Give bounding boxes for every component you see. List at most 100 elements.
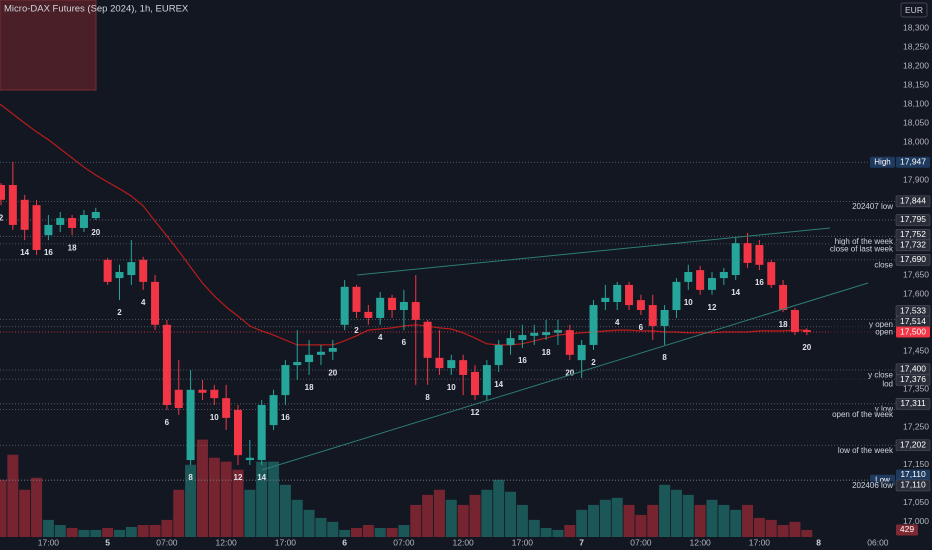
x-tick-label: 12:00	[216, 537, 238, 547]
candle-body	[305, 354, 314, 363]
bar-count: 16	[44, 248, 53, 257]
candle-body	[494, 344, 503, 366]
candle-body	[56, 218, 65, 225]
x-tick-label: 8	[816, 537, 821, 547]
x-tick-label: 07:00	[630, 537, 652, 547]
candle-body	[352, 286, 361, 312]
price-tag-label: 17,110	[900, 480, 926, 490]
volume-bar	[125, 526, 137, 537]
price-tag	[895, 254, 931, 266]
bar-count: 2	[591, 358, 596, 367]
price-tag	[895, 439, 931, 452]
volume-bar	[777, 524, 789, 537]
candle-body	[411, 302, 420, 320]
x-tick-label: 17:00	[512, 537, 534, 547]
bar-count: 20	[328, 368, 337, 377]
volume-bar	[635, 514, 647, 537]
time-axis	[0, 537, 932, 550]
candle-body	[530, 332, 539, 336]
level-name: open of the week	[832, 410, 894, 419]
y-tick-label: 17,650	[903, 269, 929, 279]
candle-body	[91, 211, 100, 219]
candle-body	[459, 360, 468, 375]
candle-body	[482, 365, 491, 396]
level-name-bg	[830, 244, 893, 254]
price-tag	[895, 239, 931, 252]
volume-bar	[410, 504, 422, 537]
level-name-bg	[830, 371, 893, 381]
candle-body	[542, 332, 551, 336]
bar-count: 8	[662, 353, 667, 362]
volume-bar	[528, 519, 540, 537]
volume-tag	[896, 524, 918, 536]
x-tick-label: 17:00	[749, 537, 771, 547]
bar-count: 16	[755, 278, 764, 287]
volume-bar	[232, 469, 244, 537]
x-tick-label: 12:00	[453, 537, 475, 547]
y-tick-label: 18,200	[903, 60, 929, 70]
volume-bar	[505, 491, 517, 537]
candle-body	[174, 389, 183, 409]
volume-bar	[208, 457, 220, 537]
level-name: lod	[882, 380, 893, 389]
x-tick-label: 6	[342, 537, 347, 547]
trend-line	[261, 282, 869, 471]
level-name: close of last week	[830, 245, 894, 254]
x-tick-label: 06:00	[867, 537, 889, 547]
candle-body	[802, 330, 811, 333]
volume-bar	[339, 529, 351, 537]
volume-bar	[588, 504, 599, 537]
bar-count: 14	[20, 248, 29, 257]
bar-count: 16	[281, 413, 290, 422]
candle-body	[565, 330, 574, 355]
candle-body	[553, 330, 562, 333]
price-tag	[896, 156, 930, 168]
volume-bar	[303, 509, 315, 537]
candle-body	[388, 297, 397, 310]
level-name-bg	[830, 237, 893, 247]
volume-bar	[196, 439, 208, 537]
candle-body	[234, 409, 242, 456]
volume-bar	[445, 499, 457, 537]
volume-bar	[362, 524, 374, 537]
level-name: open	[875, 327, 893, 336]
volume-bar	[66, 527, 78, 537]
bar-count: 6	[165, 418, 170, 427]
volume-bar	[801, 529, 813, 537]
candle-body	[293, 362, 302, 366]
bar-count: 10	[684, 298, 693, 307]
candle-body	[20, 199, 29, 230]
volume-bar	[19, 489, 31, 537]
bar-count: 4	[615, 318, 620, 327]
price-tag	[895, 214, 931, 226]
volume-bar	[576, 509, 588, 537]
price-tag-label: 17,311	[900, 398, 926, 408]
y-tick-label: 18,100	[903, 98, 929, 108]
bar-count: 16	[518, 356, 527, 365]
volume-bar	[552, 529, 564, 537]
x-tick-label: 5	[105, 537, 110, 547]
volume-bar	[742, 504, 754, 537]
level-name-bg	[830, 404, 893, 414]
candle-body	[423, 321, 432, 358]
volume-bar	[114, 529, 125, 537]
volume-bar	[611, 497, 623, 537]
price-tag	[895, 374, 931, 386]
volume-bar	[516, 504, 528, 537]
candle-body	[471, 371, 479, 396]
candle-body	[589, 305, 598, 345]
volume-bar	[753, 517, 765, 537]
candle-body	[779, 284, 788, 310]
level-name-bg	[830, 260, 893, 270]
bar-count: 20	[565, 368, 574, 377]
candle-body	[186, 389, 195, 461]
volume-bar	[291, 499, 303, 537]
candle-body	[376, 297, 385, 318]
level-name-box	[870, 156, 895, 168]
candle-body	[696, 270, 705, 290]
level-name: close	[874, 260, 893, 269]
candle-body	[68, 218, 77, 228]
y-tick-label: 17,050	[903, 497, 929, 507]
volume-bar	[730, 509, 742, 537]
